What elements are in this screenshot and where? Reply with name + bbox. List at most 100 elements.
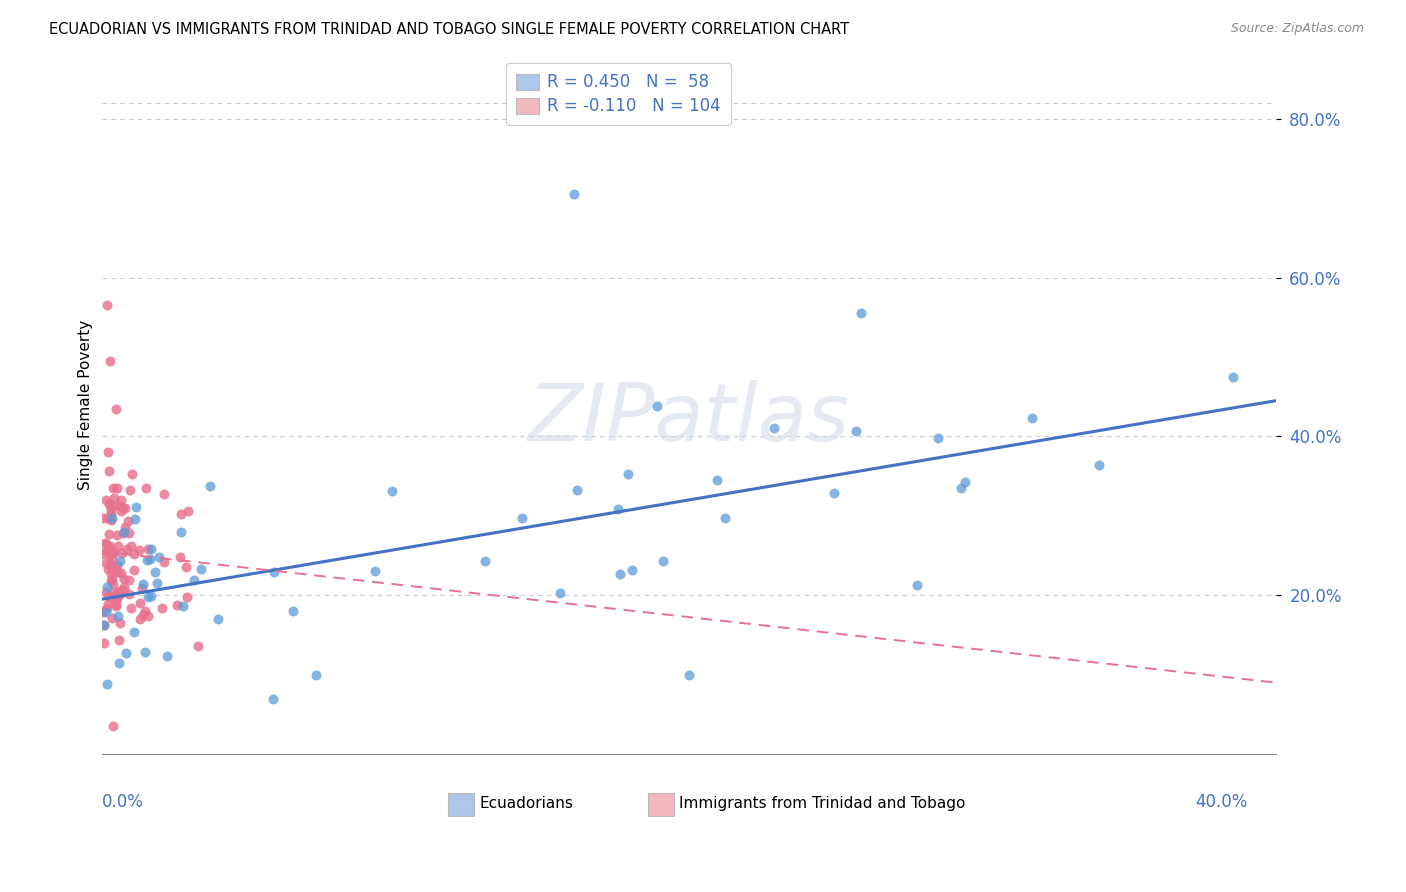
Point [105, 565, 128, 579]
Point [108, 587, 131, 601]
Point [98, 548, 121, 562]
Point [94, 536, 117, 550]
Point [91, 604, 114, 618]
Point [101, 719, 124, 733]
Point [510, 510, 533, 524]
Point [117, 514, 139, 528]
Text: Ecuadorians: Ecuadorians [479, 796, 574, 811]
Point [845, 424, 868, 438]
Point [105, 597, 128, 611]
Point [141, 542, 163, 557]
Point [107, 539, 129, 553]
Point [100, 567, 122, 582]
Point [562, 187, 585, 202]
Point [129, 596, 152, 610]
Point [176, 590, 198, 604]
Point [190, 562, 212, 576]
Point [93, 536, 115, 550]
Point [152, 601, 174, 615]
Point [100, 574, 122, 588]
Point [170, 524, 193, 539]
Point [762, 421, 785, 435]
FancyBboxPatch shape [449, 793, 474, 815]
Point [823, 486, 845, 500]
Point [474, 554, 496, 568]
Text: 0.0%: 0.0% [101, 793, 143, 811]
Point [678, 667, 700, 681]
Point [111, 546, 134, 560]
Point [112, 572, 135, 586]
Point [104, 401, 127, 416]
Point [96, 600, 118, 615]
Point [91, 511, 114, 525]
Point [111, 582, 134, 597]
Point [132, 607, 155, 622]
Point [97, 589, 120, 603]
Point [124, 547, 146, 561]
Point [849, 306, 872, 320]
Point [107, 657, 129, 671]
Point [177, 504, 200, 518]
Point [96, 298, 118, 312]
Point [105, 563, 128, 577]
Point [97, 597, 120, 611]
Point [1021, 411, 1043, 425]
Point [98, 558, 121, 572]
Point [136, 591, 159, 605]
Point [96, 543, 118, 558]
Point [96, 556, 118, 570]
Text: ECUADORIAN VS IMMIGRANTS FROM TRINIDAD AND TOBAGO SINGLE FEMALE POVERTY CORRELAT: ECUADORIAN VS IMMIGRANTS FROM TRINIDAD A… [49, 22, 849, 37]
Point [141, 589, 163, 603]
Point [105, 591, 128, 605]
Point [110, 504, 132, 518]
Point [100, 506, 122, 520]
Point [283, 604, 305, 618]
Point [120, 540, 142, 554]
Point [122, 563, 145, 577]
Point [112, 501, 135, 516]
Point [207, 612, 229, 626]
Text: 40.0%: 40.0% [1195, 793, 1247, 811]
Point [120, 600, 142, 615]
Point [101, 481, 124, 495]
Point [110, 566, 132, 580]
Text: Source: ZipAtlas.com: Source: ZipAtlas.com [1230, 22, 1364, 36]
Point [100, 559, 122, 574]
Point [714, 510, 737, 524]
Point [110, 499, 132, 513]
Point [91, 605, 114, 619]
Point [135, 553, 157, 567]
Point [114, 519, 136, 533]
Point [620, 564, 643, 578]
Point [548, 586, 571, 600]
Point [101, 545, 124, 559]
Point [156, 649, 179, 664]
Point [98, 497, 121, 511]
Point [100, 513, 122, 527]
Point [96, 677, 118, 691]
Point [103, 586, 125, 600]
Point [97, 562, 120, 576]
Point [1222, 369, 1244, 384]
Point [135, 481, 157, 495]
Point [117, 573, 139, 587]
Point [101, 577, 124, 591]
Point [1088, 458, 1111, 473]
Point [105, 591, 128, 606]
Point [128, 612, 150, 626]
Point [609, 567, 631, 582]
Point [103, 545, 125, 559]
Point [114, 500, 136, 515]
Point [104, 599, 127, 613]
Point [616, 467, 638, 482]
Point [105, 558, 128, 572]
Point [949, 481, 972, 495]
Point [124, 512, 146, 526]
Point [96, 585, 118, 599]
Point [136, 542, 159, 557]
Point [136, 609, 159, 624]
Point [101, 511, 124, 525]
Y-axis label: Single Female Poverty: Single Female Poverty [79, 319, 93, 490]
Point [91, 547, 114, 561]
Point [96, 605, 118, 619]
